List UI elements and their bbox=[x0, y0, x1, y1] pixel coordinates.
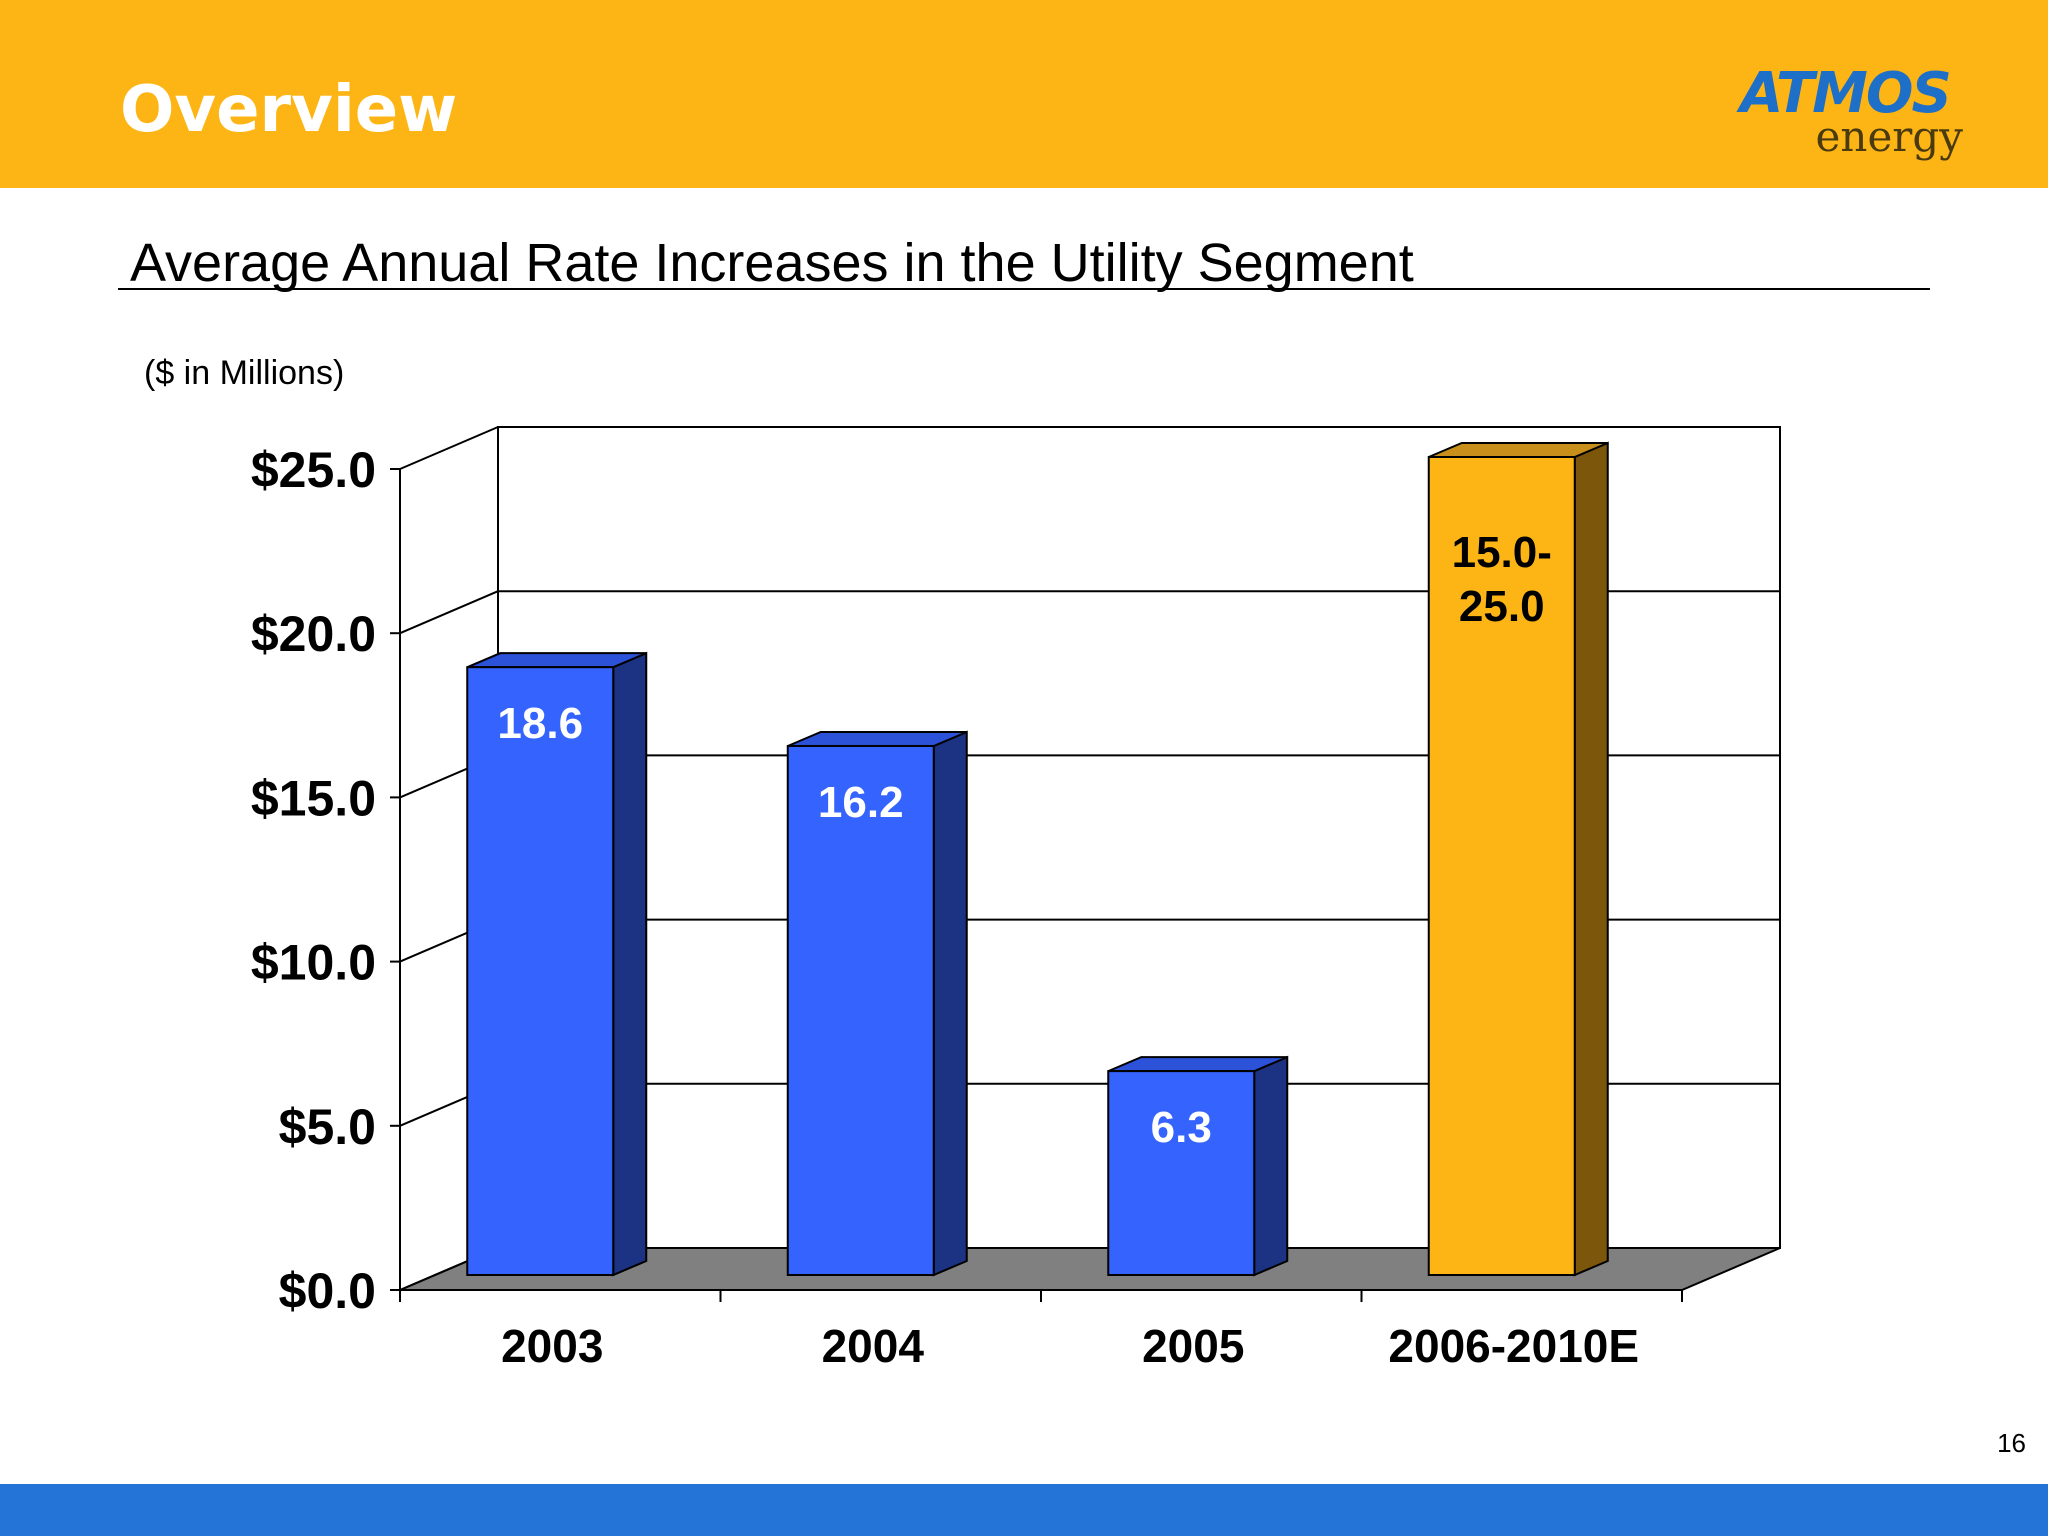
logo-subtitle: energy bbox=[1815, 112, 1963, 161]
bar-data-label: 18.6 bbox=[497, 699, 583, 748]
logo-wordmark: ATMOS bbox=[1740, 61, 1952, 126]
bar bbox=[466, 666, 615, 1276]
y-tick-label: $0.0 bbox=[279, 1263, 376, 1319]
bar bbox=[1107, 1070, 1256, 1277]
chart-title: Average Annual Rate Increases in the Uti… bbox=[130, 233, 1414, 293]
title-underline bbox=[118, 288, 1930, 290]
bar bbox=[1427, 456, 1576, 1276]
units-note: ($ in Millions) bbox=[144, 354, 345, 392]
footer-bar bbox=[0, 1484, 2048, 1536]
y-tick-label: $20.0 bbox=[251, 606, 376, 662]
bar-data-label: 6.3 bbox=[1151, 1103, 1212, 1152]
bar-side bbox=[1253, 1055, 1289, 1277]
x-category-label: 2004 bbox=[822, 1320, 925, 1372]
bar-chart: $0.0 $5.0 $10.0 $15.0 $20.0 $25.0 18.6 2003 16.2… bbox=[251, 426, 1781, 1372]
bar-side bbox=[612, 651, 648, 1277]
y-tick-label: $25.0 bbox=[251, 442, 376, 498]
x-category-label: 2003 bbox=[501, 1320, 603, 1372]
x-category-label: 2006-2010E bbox=[1388, 1320, 1639, 1372]
y-tick-label: $10.0 bbox=[251, 935, 376, 991]
header-bar: Overview ATMOS energy bbox=[0, 0, 2048, 188]
bar-side bbox=[1573, 441, 1609, 1277]
y-tick-label: $15.0 bbox=[251, 770, 376, 826]
bar-top bbox=[466, 652, 647, 669]
bar-top bbox=[1107, 1056, 1288, 1073]
page-number: 16 bbox=[1997, 1428, 2026, 1458]
company-logo: ATMOS energy bbox=[1738, 66, 1963, 170]
bar-data-label: 16.2 bbox=[818, 778, 904, 827]
y-tick-label: $5.0 bbox=[279, 1099, 376, 1155]
page-title: Overview bbox=[120, 73, 458, 147]
bar-top bbox=[787, 730, 968, 747]
bar-side bbox=[932, 730, 968, 1277]
side-wall-line bbox=[399, 426, 499, 470]
bar-top bbox=[1428, 442, 1609, 458]
bar-data-label: 15.0-25.0 bbox=[1452, 528, 1552, 631]
side-wall-line bbox=[399, 590, 499, 635]
bar bbox=[786, 744, 935, 1276]
x-category-label: 2005 bbox=[1142, 1320, 1244, 1372]
